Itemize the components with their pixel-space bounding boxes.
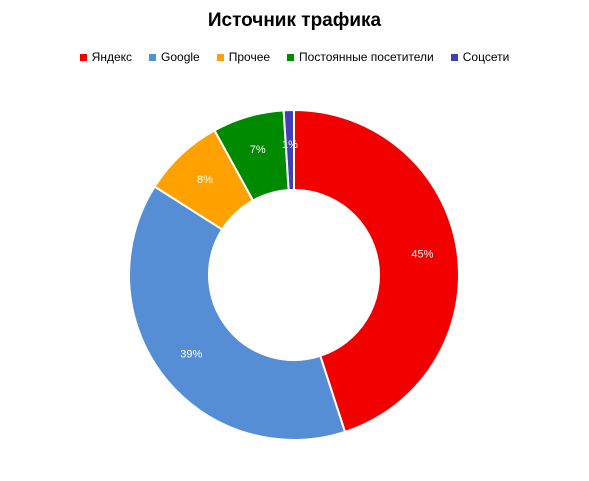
data-label-other: 8% [197,174,213,186]
legend-item-google: Google [149,50,200,64]
donut-slice-social [282,108,295,192]
legend-label-google: Google [161,50,200,64]
legend-item-yandex: Яндекс [79,50,133,64]
donut-slice-yandex [293,108,460,434]
legend-swatch-social [450,53,458,61]
legend-label-returning-visitors: Постоянные посетители [299,50,434,64]
donut-slice-google [128,185,347,441]
data-label-google: 39% [180,349,202,361]
legend-swatch-google [149,53,157,61]
legend-swatch-other [216,53,224,61]
legend-item-other: Прочее [216,50,271,64]
legend-label-other: Прочее [228,50,271,64]
legend-item-returning-visitors: Постоянные посетители [287,50,434,64]
legend-label-yandex: Яндекс [91,50,133,64]
data-label-social: 1% [282,139,298,151]
legend-swatch-yandex [79,53,87,61]
data-label-yandex: 45% [411,249,433,261]
legend-label-social: Соцсети [462,50,510,64]
legend-item-social: Соцсети [450,50,510,64]
legend-swatch-returning-visitors [287,53,295,61]
data-label-returning-visitors: 7% [250,144,266,156]
chart-title: Источник трафика [207,10,382,31]
chart-legend: Яндекс Google Прочее Постоянные посетите… [0,50,589,64]
